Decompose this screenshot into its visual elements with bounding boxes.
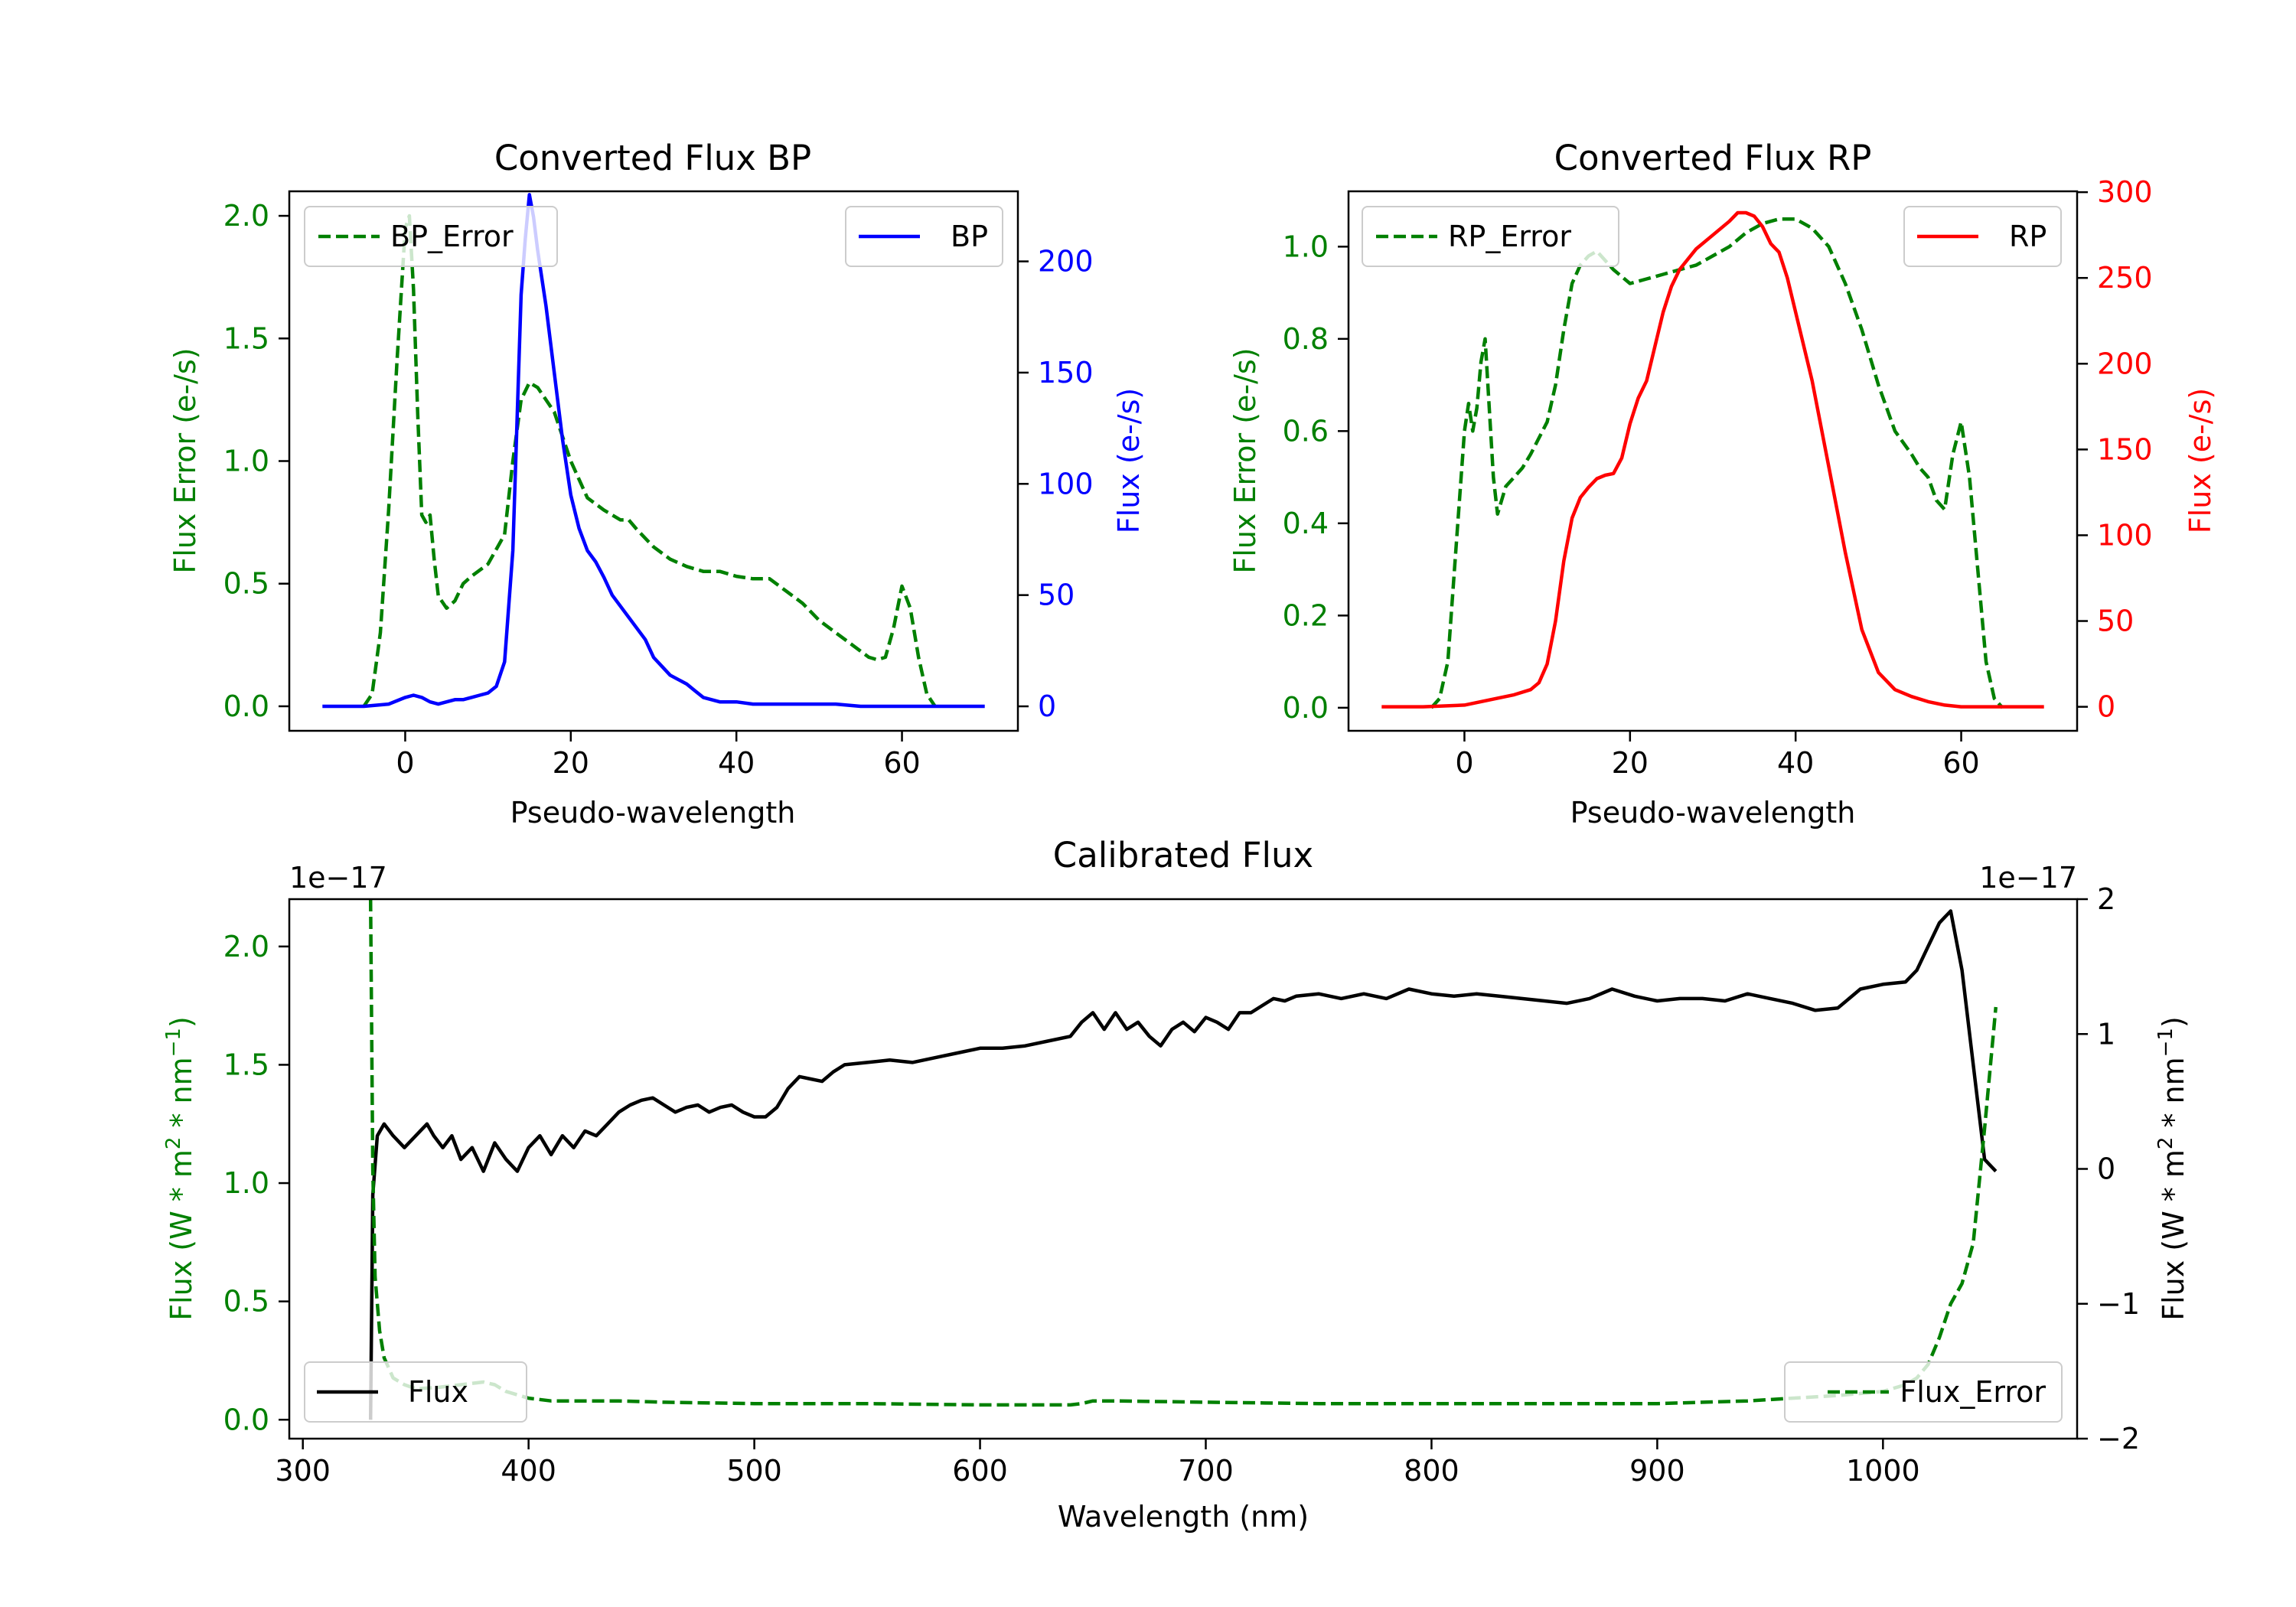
cal-y-right-tick-label: −1 [2097,1287,2140,1321]
cal-x-tick-label: 900 [1629,1454,1685,1488]
rp-x-tick-label: 60 [1942,746,1979,780]
bp-series-bp [322,193,985,709]
cal-x-tick-label: 1000 [1846,1454,1920,1488]
bp-y-right-tick-label: 100 [1038,467,1094,500]
bp-y-left-tick-label: 1.5 [223,321,269,355]
cal-x-tick-label: 700 [1178,1454,1234,1488]
rp-y-left-tick-label: 0.2 [1283,598,1329,632]
rp-title: Converted Flux RP [1554,138,1872,178]
rp-plot-frame [1347,190,2079,732]
rp-y-left-tick-label: 1.0 [1283,230,1329,263]
bp-title: Converted Flux BP [494,138,811,178]
rp-y-right-tick-label: 250 [2097,261,2153,295]
bp-x-tick-label: 20 [553,746,589,780]
bp-y-left-label: Flux Error (e-/s) [168,347,202,573]
cal-y-left-tick-label: 2.0 [223,930,269,963]
cal-x-tick-label: 800 [1404,1454,1459,1488]
cal-offset-left: 1e−17 [289,861,387,895]
rp-series-rp-error [1430,217,2004,709]
bp-x-tick-label: 0 [396,746,414,780]
rp-y-right-tick-label: 300 [2097,175,2153,209]
rp-legend-flux-box [1903,206,2062,267]
cal-x-tick-label: 600 [952,1454,1008,1488]
cal-offset-right: 1e−17 [1979,861,2077,895]
rp-legend-error: RP_Error [1362,206,1619,267]
cal-x-tick-label: 400 [501,1454,556,1488]
bp-legend-error-box [304,206,558,267]
rp-y-right-tick-label: 0 [2097,690,2115,724]
rp-y-left-tick-label: 0.8 [1283,322,1329,356]
rp-x-tick-label: 40 [1777,746,1814,780]
cal-legend-flux-label: Flux [408,1375,468,1409]
bp-series-bp-error [362,214,937,708]
cal-x-label: Wavelength (nm) [1058,1500,1309,1534]
chart-calibrated: Calibrated Flux 1e−17 1e−17 300 400 500 600… [162,835,2190,1534]
bp-y-left-tick-label: 2.0 [223,199,269,233]
bp-plot-frame [288,190,1019,732]
cal-legend-error-box [1784,1361,2063,1423]
cal-y-left-label: Flux (W * m2 * nm−1) [162,1016,198,1321]
chart-bp: Converted Flux BP 0 20 40 60 0.0 0.5 1.0 1.5 2.0… [168,138,1146,830]
bp-x-label: Pseudo-wavelength [510,796,796,830]
rp-y-left-tick-label: 0.0 [1283,691,1329,725]
rp-y-left-tick-label: 0.6 [1283,414,1329,448]
chart-rp: Converted Flux RP 0 20 40 60 0.0 0.2 0.4 0.6 0.8… [1228,138,2217,830]
bp-y-right-tick-label: 50 [1038,579,1075,612]
rp-y-right-tick-label: 100 [2097,518,2153,552]
cal-title: Calibrated Flux [1053,835,1313,875]
rp-series-rp [1381,210,2044,709]
bp-legend-flux-label: BP [951,220,988,253]
rp-x-tick-label: 0 [1455,746,1473,780]
cal-y-right-tick-label: 0 [2097,1152,2115,1186]
cal-y-right-tick-label: 2 [2097,882,2115,916]
cal-legend-flux: Flux [304,1361,527,1423]
cal-legend-error: Flux_Error [1784,1361,2063,1423]
cal-legend-error-label: Flux_Error [1900,1375,2046,1409]
bp-y-right-label: Flux (e-/s) [1112,388,1146,533]
cal-y-left-tick-label: 0.5 [223,1285,269,1319]
cal-x-tick-label: 300 [275,1454,331,1488]
bp-x-tick-label: 40 [718,746,755,780]
bp-legend-flux-box [845,206,1003,267]
bp-legend-error: BP_Error [304,206,558,267]
rp-y-right-tick-label: 150 [2097,432,2153,466]
rp-y-right-tick-label: 200 [2097,347,2153,380]
cal-y-right-label: Flux (W * m2 * nm−1) [2154,1016,2190,1321]
bp-y-left-tick-label: 1.0 [223,445,269,478]
bp-y-left-tick-label: 0.0 [223,689,269,723]
rp-y-left-tick-label: 0.4 [1283,507,1329,540]
bp-legend-flux: BP [845,206,1003,267]
cal-y-left-tick-label: 1.5 [223,1048,269,1081]
bp-legend-error-label: BP_Error [390,220,514,253]
cal-y-right-tick-label: 1 [2097,1017,2115,1051]
rp-x-label: Pseudo-wavelength [1570,796,1856,830]
rp-legend-flux-label: RP [2009,220,2047,253]
bp-y-right-tick-label: 0 [1038,689,1056,723]
rp-legend-error-label: RP_Error [1448,220,1571,253]
rp-legend-flux: RP [1903,206,2062,267]
cal-series-flux [368,909,1998,1420]
cal-y-left-tick-label: 0.0 [223,1403,269,1436]
cal-legend-flux-box [304,1361,527,1423]
bp-y-right-tick-label: 150 [1038,356,1094,390]
rp-x-tick-label: 20 [1612,746,1649,780]
bp-y-left-tick-label: 0.5 [223,567,269,601]
rp-y-left-label: Flux Error (e-/s) [1228,347,1262,573]
cal-y-left-tick-label: 1.0 [223,1166,269,1200]
rp-y-right-tick-label: 50 [2097,605,2134,638]
cal-x-tick-label: 500 [726,1454,782,1488]
rp-y-right-label: Flux (e-/s) [2183,388,2217,533]
bp-x-tick-label: 60 [883,746,920,780]
cal-y-right-tick-label: −2 [2097,1422,2140,1455]
bp-y-right-tick-label: 200 [1038,245,1094,279]
rp-legend-error-box [1362,206,1619,267]
cal-plot-frame [288,898,2079,1440]
